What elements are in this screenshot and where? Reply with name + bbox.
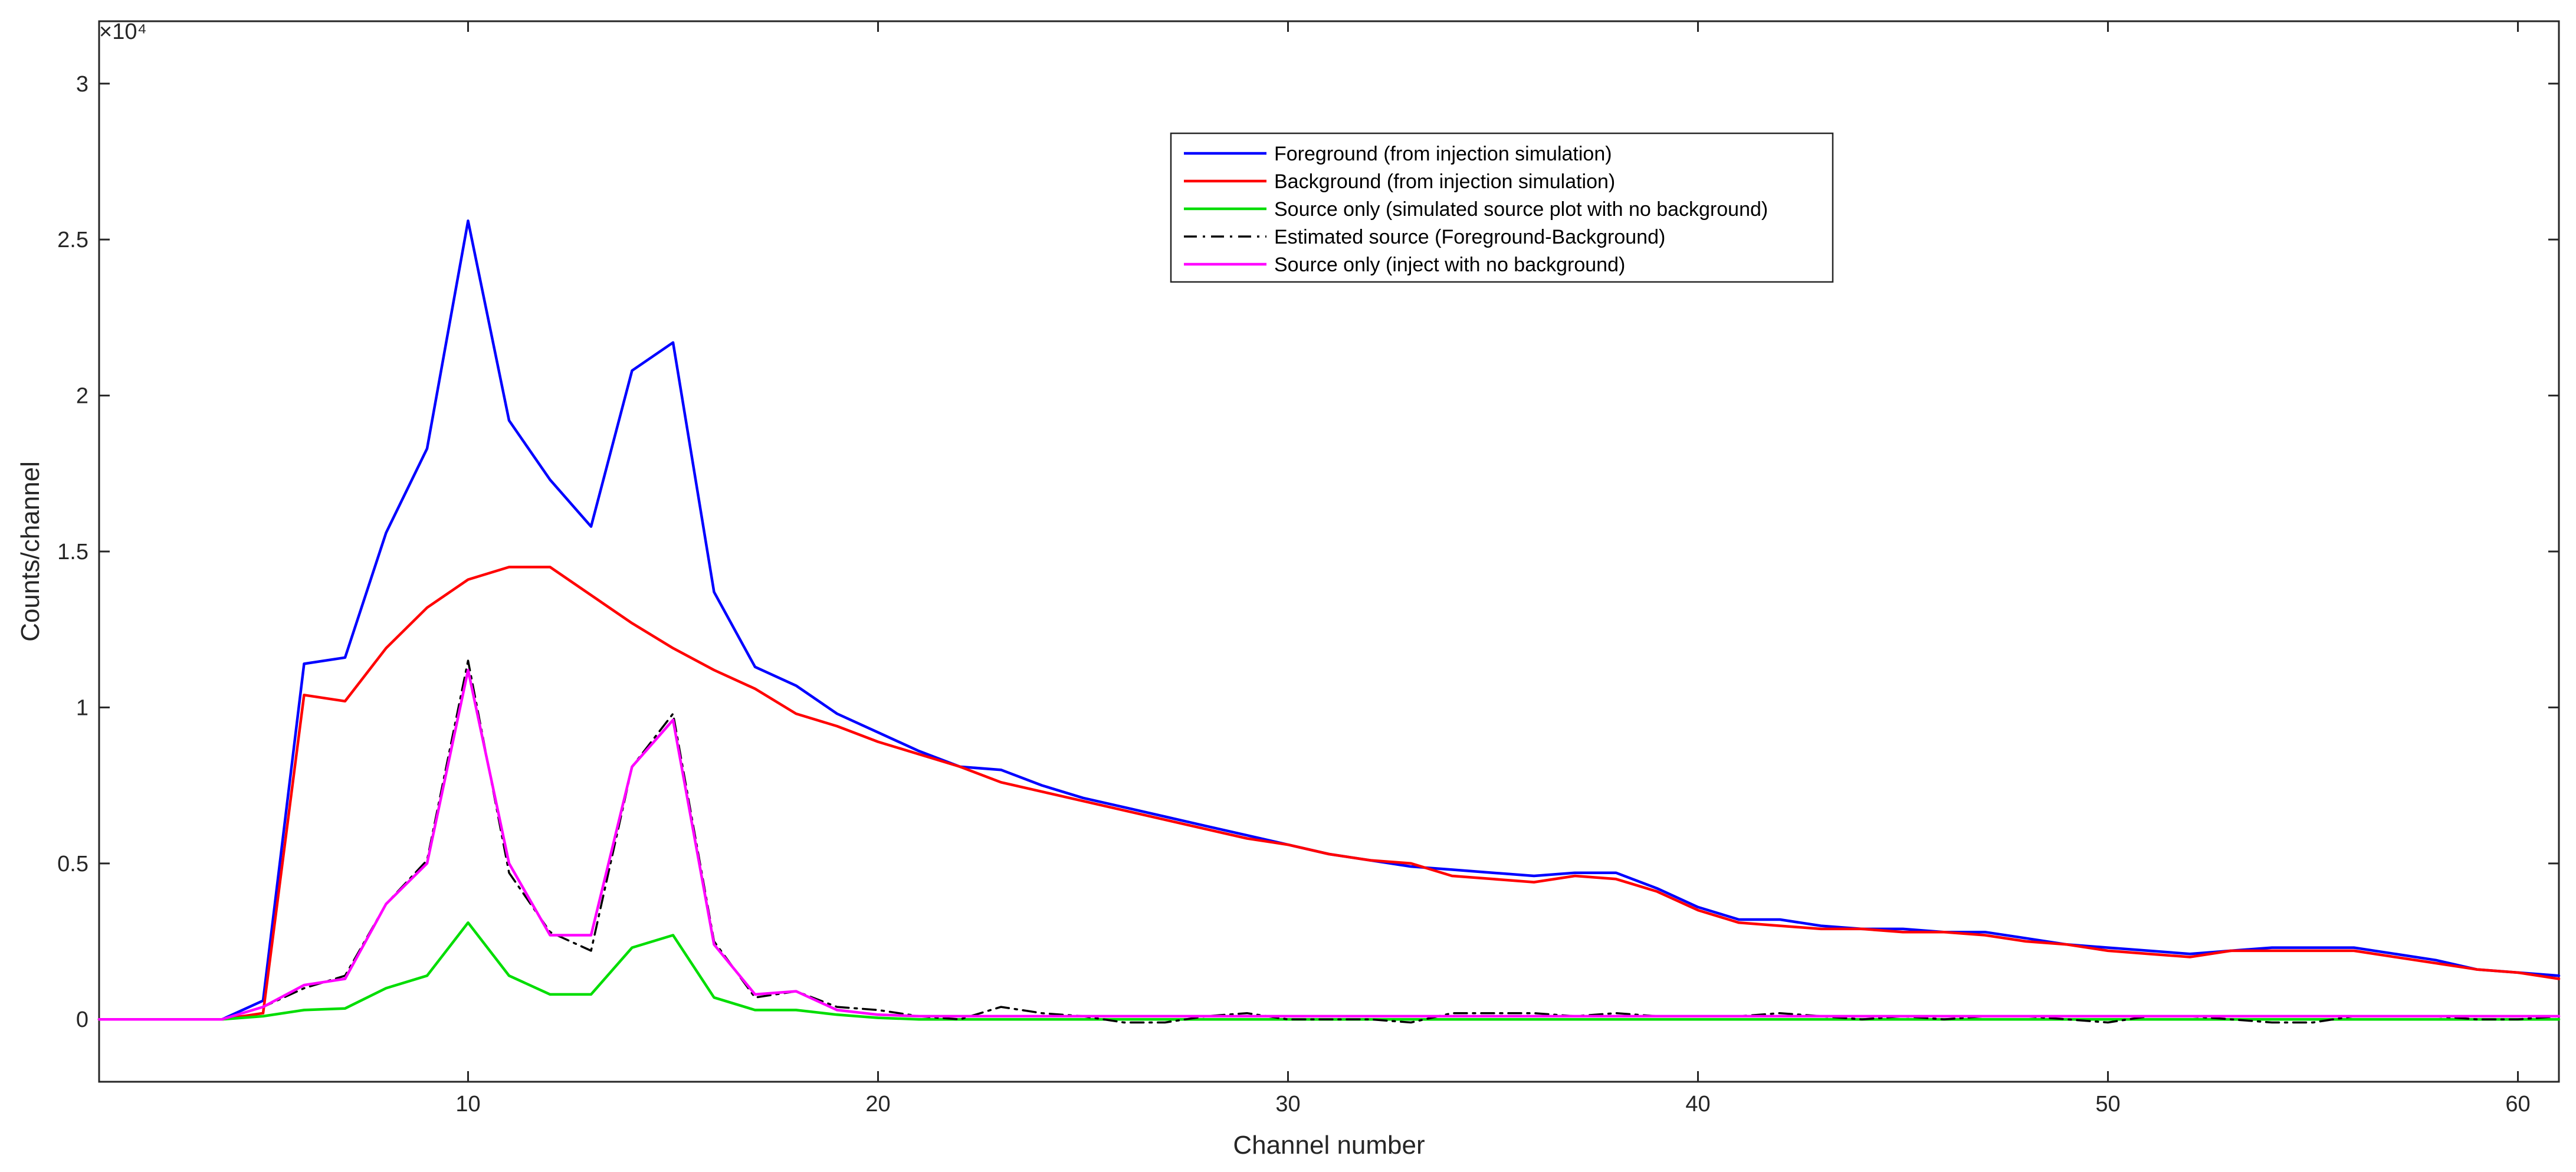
y-tick-label: 3 bbox=[76, 72, 88, 97]
y-tick-label: 0.5 bbox=[57, 852, 88, 876]
x-axis-label: Channel number bbox=[1233, 1131, 1425, 1160]
x-tick-label: 10 bbox=[455, 1092, 480, 1117]
legend-label-5: Source only (inject with no background) bbox=[1274, 254, 1625, 276]
x-tick-label: 20 bbox=[865, 1092, 890, 1117]
y-axis-exponent-label: ×10⁴ bbox=[99, 19, 147, 44]
x-tick-label: 60 bbox=[2505, 1092, 2530, 1117]
x-tick-label: 50 bbox=[2095, 1092, 2120, 1117]
y-tick-label: 2.5 bbox=[57, 228, 88, 252]
x-tick-label: 30 bbox=[1275, 1092, 1300, 1117]
legend-box bbox=[1170, 132, 1834, 283]
legend-label-3: Source only (simulated source plot with … bbox=[1274, 198, 1768, 221]
y-axis-ticks: 0 0.5 1 1.5 2 2.5 3 bbox=[57, 72, 2559, 1032]
legend: Foreground (from injection simulation) Ba… bbox=[1170, 132, 1834, 283]
legend-label-1: Foreground (from injection simulation) bbox=[1274, 143, 1612, 165]
series-lines bbox=[97, 219, 2561, 1024]
series-line-5 bbox=[97, 668, 2561, 1021]
legend-label-4: Estimated source (Foreground-Background) bbox=[1274, 226, 1665, 248]
y-tick-label: 2 bbox=[76, 384, 88, 409]
y-axis-label: Counts/channel bbox=[16, 461, 45, 642]
series-line-2 bbox=[97, 566, 2561, 1021]
x-tick-label: 40 bbox=[1685, 1092, 1710, 1117]
y-tick-label: 1 bbox=[76, 695, 88, 720]
legend-label-2: Background (from injection simulation) bbox=[1274, 170, 1615, 193]
x-axis-ticks: 10 20 30 40 50 60 bbox=[455, 21, 2531, 1117]
y-tick-label: 0 bbox=[76, 1007, 88, 1032]
y-tick-label: 1.5 bbox=[57, 540, 88, 564]
